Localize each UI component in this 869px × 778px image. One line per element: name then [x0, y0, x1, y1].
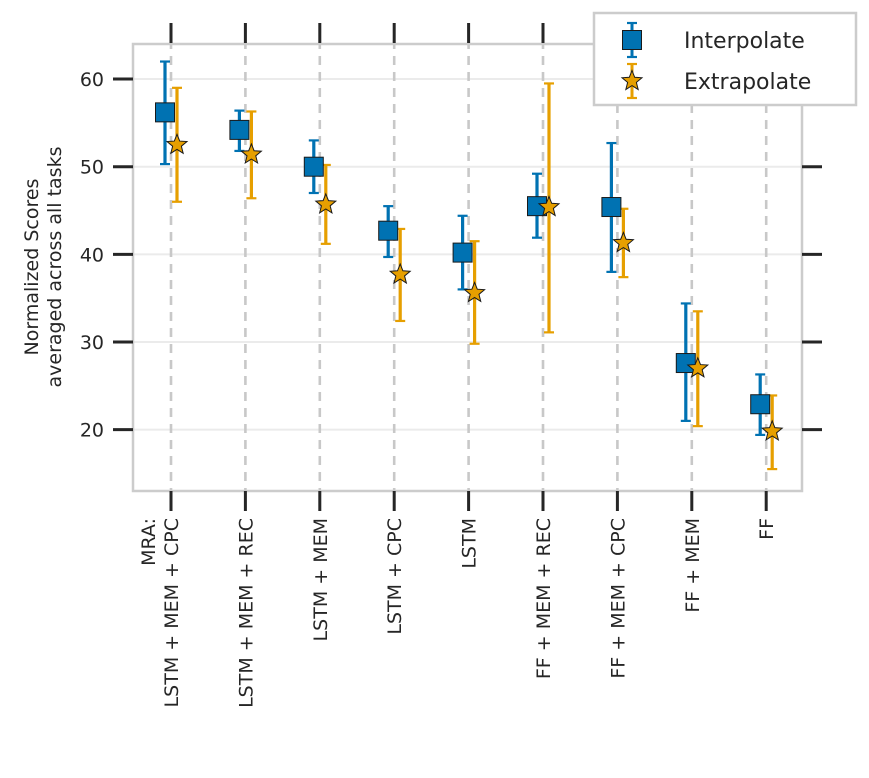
- legend-box: [592, 11, 858, 107]
- y-tick-label: 40: [80, 244, 104, 266]
- y-tick-label: 50: [80, 157, 104, 179]
- extrapolate-marker: [537, 195, 561, 217]
- interpolate-marker: [229, 119, 250, 140]
- interpolate-marker: [750, 394, 771, 415]
- extrapolate-marker: [240, 142, 263, 165]
- legend-square-icon: [622, 30, 642, 50]
- legend-label: Extrapolate: [684, 70, 811, 95]
- interpolate-marker: [675, 353, 696, 374]
- interpolate-marker: [303, 156, 324, 177]
- x-tick-label: LSTM: [459, 518, 481, 569]
- data-layer: [155, 60, 784, 471]
- x-tick-label: LSTM + MEM + REC: [235, 518, 257, 708]
- interpolate-marker: [155, 102, 175, 123]
- extrapolate-marker: [612, 231, 635, 253]
- ticks-layer: [113, 23, 822, 511]
- x-tick-label: LSTM + CPC: [384, 518, 406, 635]
- x-tick-label: FF + MEM: [682, 518, 704, 613]
- x-tick-label: LSTM + MEM: [310, 518, 332, 641]
- extrapolate-marker: [686, 356, 710, 378]
- interpolate-marker: [601, 197, 622, 218]
- x-tick-label-line: LSTM + MEM: [310, 518, 332, 641]
- interpolate-marker: [378, 220, 399, 241]
- y-tick-label: 60: [80, 69, 104, 91]
- x-tick-label: MRA:LSTM + MEM + CPC: [138, 518, 183, 707]
- y-axis-label-line: averaged across all tasks: [44, 147, 66, 388]
- y-axis-label-line: Normalized Scores: [21, 179, 43, 356]
- x-tick-label-line: MRA:: [138, 518, 160, 566]
- x-tick-label-line: LSTM: [459, 518, 481, 569]
- x-tick-label: FF + MEM + REC: [533, 518, 555, 679]
- x-tick-label-line: FF: [756, 518, 778, 540]
- extrapolate-marker: [463, 281, 486, 303]
- x-tick-label-line: LSTM + CPC: [384, 518, 406, 635]
- x-tick-label-line: LSTM + MEM + CPC: [161, 518, 183, 707]
- extrapolate-marker: [388, 262, 412, 285]
- legend-star-icon: [620, 69, 644, 91]
- interpolate-marker: [452, 242, 473, 263]
- x-tick-label: FF + MEM + CPC: [607, 518, 629, 679]
- y-tick-label: 30: [80, 332, 104, 354]
- extrapolate-marker: [314, 192, 338, 214]
- x-tick-label-line: LSTM + MEM + REC: [235, 518, 257, 708]
- x-tick-label-line: FF + MEM + REC: [533, 518, 555, 679]
- x-tick-label: FF: [756, 518, 778, 540]
- extrapolate-marker: [760, 419, 784, 441]
- y-axis-label: Normalized Scoresaveraged across all tas…: [21, 147, 66, 388]
- y-tick-label: 20: [80, 420, 104, 442]
- legend-layer: Interpolate Extrapolate: [592, 11, 858, 107]
- x-tick-label-line: FF + MEM: [682, 518, 704, 613]
- extrapolate-marker: [165, 132, 189, 155]
- legend-label: Interpolate: [684, 29, 805, 54]
- x-tick-label-line: FF + MEM + CPC: [607, 518, 629, 679]
